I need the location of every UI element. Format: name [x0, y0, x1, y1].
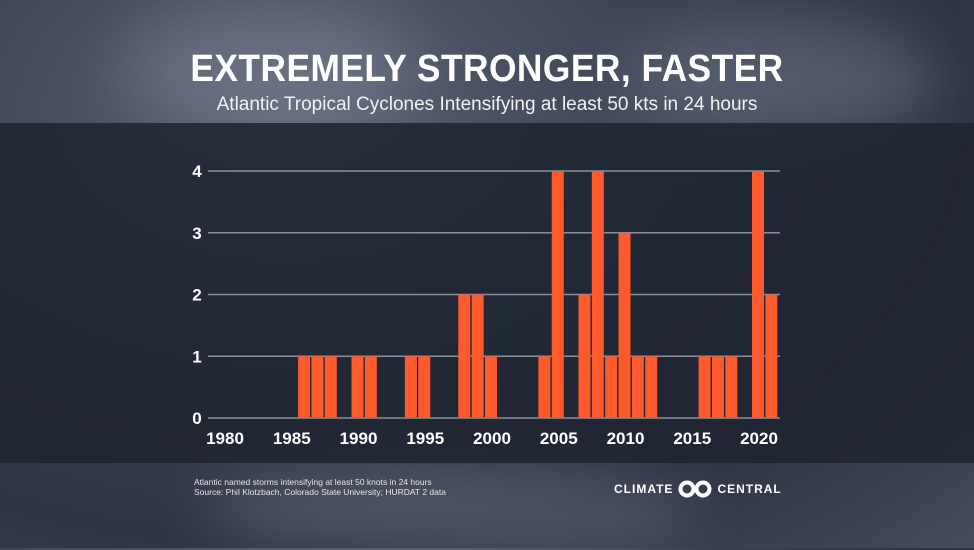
bar-2016 [698, 356, 711, 418]
source-note: Atlantic named storms intensifying at le… [194, 477, 446, 497]
cloud-texture [200, 470, 700, 550]
bar-1988 [324, 356, 337, 418]
y-tick-label: 4 [192, 162, 202, 181]
x-tick-label: 2020 [740, 429, 778, 448]
bar-2004 [538, 356, 551, 418]
bar-2021 [765, 294, 778, 418]
y-tick-label: 2 [192, 286, 201, 305]
bar-2005 [551, 171, 564, 418]
bar-2017 [711, 356, 724, 418]
bar-2007 [578, 294, 591, 418]
bar-2012 [645, 356, 658, 418]
logo-rings-icon [678, 480, 712, 498]
page-title: EXTREMELY STRONGER, FASTER [190, 48, 784, 90]
note-line-1: Atlantic named storms intensifying at le… [194, 477, 432, 487]
bar-2009 [605, 356, 618, 418]
bar-2008 [591, 171, 604, 418]
logo-text-left: CLIMATE [614, 482, 674, 496]
logo-text-right: CENTRAL [717, 482, 782, 496]
bar-1990 [351, 356, 364, 418]
bar-1995 [418, 356, 431, 418]
y-tick-label: 1 [192, 347, 201, 366]
bar-1987 [311, 356, 324, 418]
bar-1999 [471, 294, 484, 418]
bar-2020 [752, 171, 764, 418]
y-tick-label: 0 [192, 409, 201, 428]
x-tick-label: 1980 [206, 429, 244, 448]
x-tick-label: 2005 [540, 429, 578, 448]
page-subtitle: Atlantic Tropical Cyclones Intensifying … [216, 94, 758, 115]
bar-2000 [485, 356, 497, 418]
bar-2010 [618, 232, 631, 418]
cloud-texture [120, 0, 420, 140]
note-line-2: Source: Phil Klotzbach, Colorado State U… [194, 487, 446, 497]
x-tick-label: 2010 [607, 429, 645, 448]
bar-2011 [631, 356, 644, 418]
x-tick-label: 1990 [340, 429, 378, 448]
x-tick-label: 1985 [273, 429, 311, 448]
bar-2018 [725, 356, 738, 418]
y-tick-label: 3 [192, 224, 201, 243]
climate-central-logo: CLIMATE CENTRAL [614, 480, 782, 498]
bar-1998 [458, 294, 471, 418]
bar-1991 [364, 356, 377, 418]
x-tick-label: 1995 [406, 429, 444, 448]
x-tick-label: 2015 [673, 429, 711, 448]
bar-1986 [298, 356, 311, 418]
bar-1994 [404, 356, 417, 418]
x-tick-label: 2000 [473, 429, 511, 448]
cloud-texture [620, 20, 940, 140]
